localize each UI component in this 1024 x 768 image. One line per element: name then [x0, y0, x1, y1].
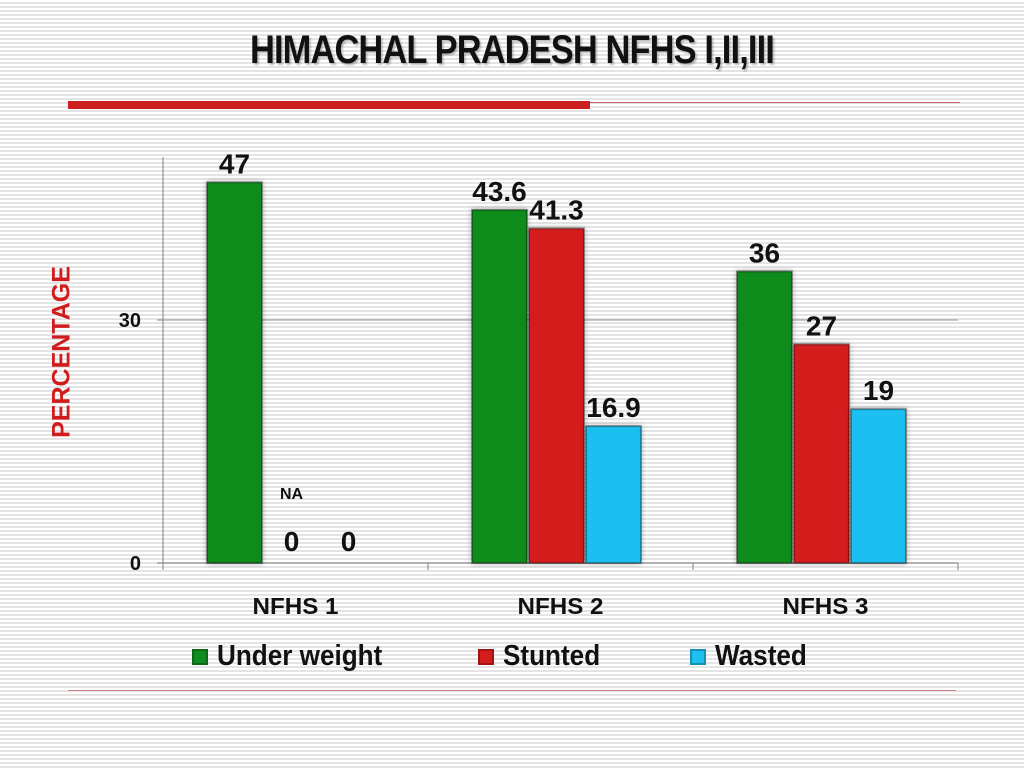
x-tick-label-nfhs-3: NFHS 3 — [783, 593, 869, 619]
bar-under-weight-nfhs-3 — [736, 270, 793, 564]
bar-under-weight-nfhs-1 — [206, 181, 263, 565]
data-label-under-weight-nfhs-2: 43.6 — [472, 176, 527, 207]
y-tick-label-30: 30 — [119, 310, 141, 332]
chart-title: HIMACHAL PRADESH NFHS I,II,III — [249, 28, 775, 72]
bar-chart: 0 30 NFHS 1 NFHS 2 NFHS 3 47 0 0 43.641.3 16.9 36 2… — [119, 148, 959, 619]
data-label-under-weight-nfhs-3: 36 — [749, 237, 780, 268]
data-label-stunted-nfhs-3: 27 — [806, 310, 837, 341]
data-label-wasted-nfhs-3: 19 — [863, 375, 894, 406]
title-underline-thin — [590, 102, 960, 103]
legend-swatch-wasted — [690, 648, 706, 665]
bar-wasted-nfhs-2 — [585, 425, 642, 564]
legend-label-under-weight: Under weight — [217, 640, 383, 672]
data-label-stunted-nfhs-1: 0 — [284, 526, 300, 557]
legend-label-wasted: Wasted — [715, 640, 807, 672]
data-label-wasted-nfhs-1: 0 — [341, 526, 357, 557]
legend-item-under-weight: Under weight — [192, 640, 401, 673]
legend-label-stunted: Stunted — [503, 640, 601, 672]
legend-swatch-under-weight — [192, 648, 208, 665]
data-label-stunted-nfhs-2: 41.3 — [529, 194, 584, 225]
footer-rule — [68, 690, 956, 691]
legend: Under weight Stunted Wasted — [0, 640, 1024, 680]
annotation-na: NA — [280, 486, 304, 503]
legend-item-wasted: Wasted — [690, 640, 817, 673]
bar-under-weight-nfhs-2 — [471, 208, 528, 564]
x-tick-label-nfhs-2: NFHS 2 — [518, 593, 604, 619]
data-label-under-weight-nfhs-1: 47 — [219, 148, 250, 179]
bar-wasted-nfhs-3 — [850, 408, 907, 564]
x-tick-label-nfhs-1: NFHS 1 — [253, 593, 339, 619]
bar-stunted-nfhs-2 — [528, 227, 585, 564]
y-tick-label-0: 0 — [130, 553, 141, 575]
legend-swatch-stunted — [478, 648, 494, 665]
title-underline — [68, 101, 590, 109]
legend-item-stunted: Stunted — [478, 640, 611, 673]
data-label-wasted-nfhs-2: 16.9 — [586, 392, 641, 423]
bar-stunted-nfhs-3 — [793, 343, 850, 564]
